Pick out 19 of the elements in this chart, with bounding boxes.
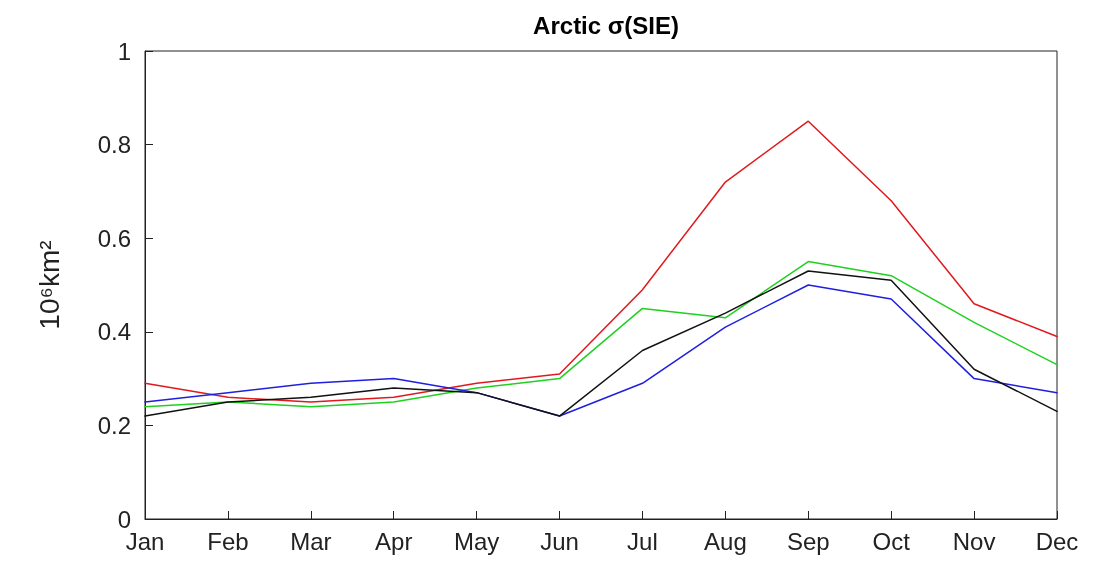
x-tick-label: Jul	[627, 527, 658, 555]
x-tick-label: Mar	[290, 527, 332, 555]
chart-title: Arctic σ(SIE)	[533, 11, 679, 39]
line-series	[144, 120, 1058, 403]
y-tick-label: 0.8	[97, 131, 131, 159]
x-tick-label: Oct	[872, 527, 911, 555]
x-tick-label: May	[453, 527, 500, 555]
x-tick-label: Jun	[540, 527, 579, 555]
x-tick-label: Aug	[704, 527, 747, 555]
y-tick-label: 0.6	[97, 224, 131, 252]
x-tick-label: Dec	[1035, 527, 1079, 555]
x-tick-label: Apr	[375, 527, 413, 555]
y-axis-title: 10⁶km²	[33, 240, 65, 330]
x-tick-label: Sep	[786, 527, 830, 555]
y-tick-label: 0.4	[97, 318, 131, 346]
y-tick-label: 1	[117, 37, 131, 65]
x-tick-label: Feb	[207, 527, 249, 555]
x-tick-label: Nov	[952, 527, 996, 555]
y-tick-label: 0.2	[97, 411, 131, 439]
